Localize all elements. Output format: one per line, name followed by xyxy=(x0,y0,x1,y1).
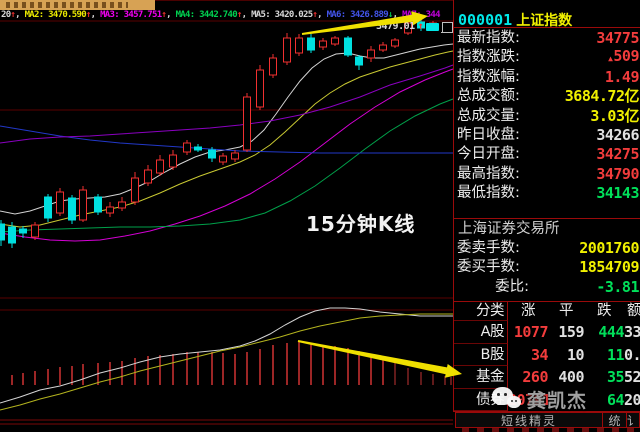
index-code: 000001 xyxy=(458,11,513,29)
exchange-section: 上海证券交易所 委卖手数: 2001760 委买手数: 1854709 委比: -3.… xyxy=(454,218,640,297)
ma7-value: MA7: 344 xyxy=(397,10,440,20)
ma2-value: MA2: 3470.590 xyxy=(19,10,87,20)
cyan-marker-icon[interactable] xyxy=(426,22,440,31)
ma6-value: MA6: 3426.889 xyxy=(321,10,389,20)
wechat-icon xyxy=(492,387,524,412)
quote-row-turnover: 总成交额: 3684.72亿 xyxy=(457,87,639,106)
index-header[interactable]: 000001 上证指数 xyxy=(454,11,640,29)
quote-row-latest: 最新指数: 34775 xyxy=(457,29,639,47)
window-tab-label xyxy=(6,2,128,8)
tab-stats[interactable]: 统 xyxy=(602,413,626,428)
quote-rows: 最新指数: 34775 指数涨跌: ▲509 指数涨幅: 1.49 总成交额: 3684… xyxy=(454,29,640,204)
ma1-value: 20 xyxy=(1,10,11,20)
ma4-value: MA4: 3442.740 xyxy=(170,10,238,20)
bid-ratio-row: 委比: -3.81 xyxy=(495,277,639,296)
quote-row-change-pct: 指数涨幅: 1.49 xyxy=(457,67,639,86)
watermark: 龚凯杰 xyxy=(492,386,587,413)
quote-row-low: 最低指数: 34143 xyxy=(457,184,639,203)
index-name: 上证指数 xyxy=(516,13,573,29)
quote-row-open: 今日开盘: 34275 xyxy=(457,145,639,164)
pin-icon[interactable] xyxy=(441,21,455,33)
clipped-bottom-text xyxy=(462,428,638,432)
quote-row-high: 最高指数: 34790 xyxy=(457,164,639,183)
window-tab[interactable] xyxy=(0,0,155,10)
ma3-value: MA3: 3457.751 xyxy=(95,10,162,20)
table-header: 分类 涨 平 跌 额[亿 xyxy=(454,302,640,321)
bid-lots-row: 委买手数: 1854709 xyxy=(457,258,639,277)
tab-short-term-genie[interactable]: 短线精灵 xyxy=(500,413,557,428)
quote-row-volume: 总成交量: 3.03亿 xyxy=(457,106,639,125)
ma5-value: MA5: 3420.025 xyxy=(246,10,313,20)
market-breadth-table: 分类 涨 平 跌 额[亿 A股 1077 159 444 338 B股 34 1… xyxy=(454,301,640,412)
watermark-text: 龚凯杰 xyxy=(527,390,588,412)
table-row-fund[interactable]: 基金 260 400 35 52 xyxy=(454,366,640,389)
up-triangle-icon: ▲ xyxy=(608,54,613,64)
quote-row-change: 指数涨跌: ▲509 xyxy=(457,47,639,66)
bottom-tab-bar: 短线精灵 统 讠 xyxy=(455,412,640,428)
ask-lots-row: 委卖手数: 2001760 xyxy=(457,239,639,257)
ma-values-row: 20↑, MA2: 3470.590↑, MA3: 3457.751↑, MA4… xyxy=(1,10,441,20)
timeframe-label: 15分钟K线 xyxy=(306,212,416,236)
latest-price-tag: 3479.01 ↑ xyxy=(376,21,455,33)
table-row-b-share[interactable]: B股 34 10 11 0.24 xyxy=(454,343,640,366)
price-up-arrow: ↑ xyxy=(417,21,424,32)
tab-clipped[interactable]: 讠 xyxy=(626,413,639,427)
latest-price: 3479.01 xyxy=(376,21,415,32)
quote-row-prev-close: 昨日收盘: 34266 xyxy=(457,125,639,144)
exchange-title: 上海证券交易所 xyxy=(458,221,560,237)
top-border xyxy=(155,0,640,1)
table-row-a-share[interactable]: A股 1077 159 444 338 xyxy=(454,321,640,344)
quote-panel: 000001 上证指数 最新指数: 34775 指数涨跌: ▲509 指数涨幅: 1.4… xyxy=(453,0,640,412)
